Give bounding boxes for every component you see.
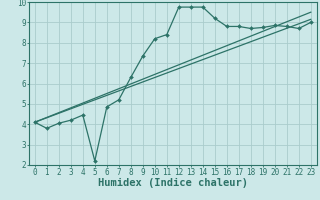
- X-axis label: Humidex (Indice chaleur): Humidex (Indice chaleur): [98, 178, 248, 188]
